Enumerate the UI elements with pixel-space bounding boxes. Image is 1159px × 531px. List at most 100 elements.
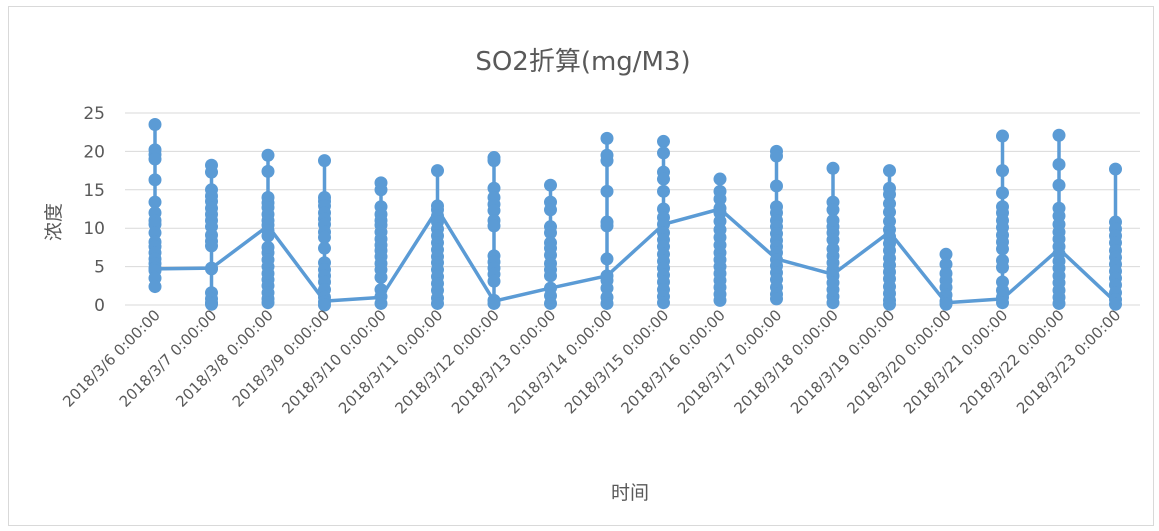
- data-point: [826, 233, 840, 247]
- data-point: [713, 293, 727, 307]
- data-point: [205, 261, 218, 275]
- data-point: [318, 154, 331, 168]
- y-tick-label: 15: [83, 181, 105, 201]
- x-tick-label: 2018/3/11 0:00:00: [335, 306, 446, 417]
- x-tick-label: 2018/3/15 0:00:00: [561, 306, 672, 417]
- data-point: [205, 297, 218, 311]
- data-point: [1052, 128, 1066, 142]
- data-point: [600, 252, 614, 266]
- x-tick-label: 2018/3/9 0:00:00: [229, 306, 334, 411]
- data-point: [883, 164, 896, 178]
- data-point: [939, 297, 953, 311]
- data-point: [883, 205, 896, 219]
- data-point: [600, 131, 614, 145]
- x-tick-label: 2018/3/8 0:00:00: [172, 306, 277, 411]
- data-point: [148, 118, 162, 132]
- data-point: [487, 154, 501, 168]
- data-point: [600, 296, 614, 310]
- x-tick-label: 2018/3/7 0:00:00: [116, 306, 221, 411]
- chart-title: SO2折算(mg/M3): [475, 47, 690, 77]
- y-axis-label: 浓度: [43, 203, 65, 241]
- data-point: [657, 184, 670, 198]
- data-point: [148, 226, 162, 240]
- data-point: [487, 296, 501, 310]
- data-point: [487, 219, 501, 233]
- data-point: [1109, 297, 1122, 311]
- chart-frame: [8, 6, 1154, 526]
- x-tick-label: 2018/3/10 0:00:00: [278, 306, 389, 417]
- data-point: [544, 178, 557, 192]
- data-point: [205, 239, 218, 253]
- data-point: [826, 161, 840, 175]
- data-point: [148, 195, 162, 209]
- data-point: [148, 173, 162, 187]
- y-tick-label: 10: [83, 219, 105, 239]
- data-point: [600, 154, 614, 168]
- data-point: [318, 241, 331, 255]
- data-point: [374, 296, 388, 310]
- data-point: [600, 219, 614, 233]
- x-axis-label: 时间: [611, 482, 649, 504]
- data-point: [487, 181, 501, 195]
- data-point: [657, 296, 670, 310]
- data-point: [374, 183, 388, 197]
- data-point: [487, 204, 501, 218]
- data-point: [826, 203, 840, 217]
- data-point: [770, 179, 783, 193]
- y-tick-label: 5: [94, 258, 105, 278]
- data-point: [487, 274, 501, 288]
- data-point: [657, 134, 670, 148]
- y-tick-label: 0: [94, 296, 105, 316]
- x-tick-label: 2018/3/12 0:00:00: [391, 306, 502, 417]
- data-point: [544, 296, 557, 310]
- x-tick-label: 2018/3/18 0:00:00: [730, 306, 841, 417]
- x-tick-label: 2018/3/21 0:00:00: [900, 306, 1011, 417]
- x-tick-label: 2018/3/6 0:00:00: [59, 306, 164, 411]
- data-point: [996, 296, 1009, 310]
- x-tick-label: 2018/3/22 0:00:00: [956, 306, 1067, 417]
- data-point: [544, 226, 557, 240]
- data-point: [431, 164, 444, 178]
- data-point: [1052, 178, 1066, 192]
- x-tick-label: 2018/3/17 0:00:00: [674, 306, 785, 417]
- data-point: [1109, 162, 1122, 176]
- data-point: [939, 257, 953, 271]
- data-point: [996, 242, 1009, 256]
- data-point: [770, 292, 783, 306]
- data-point: [600, 281, 614, 295]
- data-point: [374, 270, 388, 284]
- data-point: [544, 203, 557, 217]
- data-point: [826, 296, 840, 310]
- data-point: [713, 192, 727, 206]
- data-point: [996, 164, 1009, 178]
- data-point: [318, 230, 331, 244]
- x-tick-label: 2018/3/19 0:00:00: [787, 306, 898, 417]
- series-group: [148, 118, 1122, 312]
- data-point: [939, 247, 953, 261]
- data-point: [713, 172, 727, 186]
- data-point: [883, 297, 896, 311]
- data-point: [261, 164, 275, 178]
- x-tick-label: 2018/3/20 0:00:00: [843, 306, 954, 417]
- y-tick-label: 25: [83, 104, 105, 124]
- data-point: [770, 149, 783, 163]
- data-point: [261, 296, 275, 310]
- data-point: [148, 152, 162, 166]
- data-point: [148, 280, 162, 294]
- data-point: [996, 186, 1009, 200]
- data-point: [261, 148, 275, 162]
- data-point: [996, 260, 1009, 274]
- x-tick-label: 2018/3/14 0:00:00: [504, 306, 615, 417]
- data-point: [261, 229, 275, 243]
- gridlines: [125, 112, 1140, 306]
- data-point: [544, 269, 557, 283]
- x-tick-label: 2018/3/16 0:00:00: [617, 306, 728, 417]
- y-axis-ticks: 0 5 10 15 20 25: [83, 104, 105, 316]
- data-point: [600, 184, 614, 198]
- data-point: [657, 146, 670, 160]
- y-tick-label: 20: [83, 142, 105, 162]
- data-point: [431, 296, 444, 310]
- data-point: [657, 172, 670, 186]
